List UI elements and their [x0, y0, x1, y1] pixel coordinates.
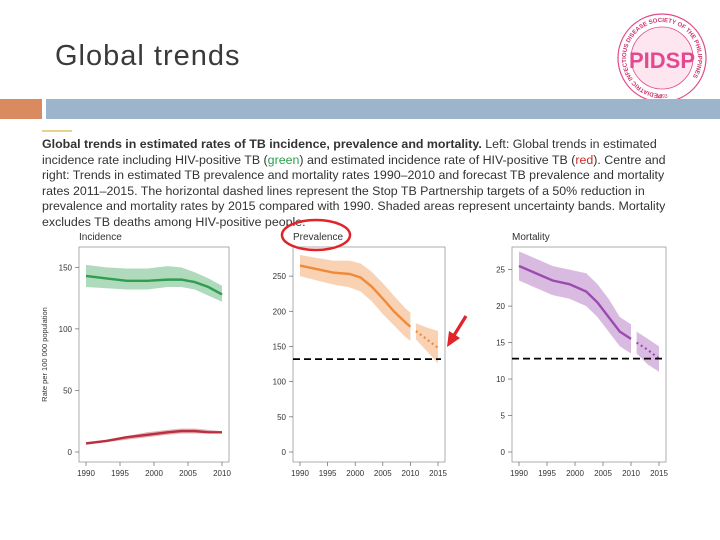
- x-tick-label: 1995: [319, 469, 337, 478]
- y-tick-label: 50: [63, 386, 72, 395]
- chart-title: Prevalence: [293, 232, 343, 243]
- y-tick-label: 20: [496, 302, 505, 311]
- pidsp-logo: PEDIATRIC INFECTIOUS DISEASE SOCIETY OF …: [617, 13, 707, 103]
- forecast-arrow: [447, 315, 468, 347]
- y-tick-label: 100: [59, 325, 73, 334]
- series-line-orange: [299, 264, 412, 328]
- x-tick-label: 2010: [622, 469, 640, 478]
- x-tick-label: 1990: [291, 469, 309, 478]
- y-tick-label: 0: [501, 448, 506, 457]
- x-tick-label: 2005: [179, 469, 197, 478]
- y-tick-label: 0: [68, 448, 73, 457]
- uncertainty-band: [86, 428, 222, 445]
- caption-bold: Global trends in estimated rates of TB i…: [42, 137, 482, 151]
- y-tick-label: 100: [273, 378, 287, 387]
- y-tick-label: 150: [273, 342, 287, 351]
- plot-frame: [292, 246, 446, 463]
- chart-incidence: Incidence 0 50 100 150 1990 1995 2000 2005 2010 Ra…: [40, 232, 231, 478]
- y-tick-label: 150: [59, 263, 73, 272]
- x-tick-label: 2000: [566, 469, 584, 478]
- forecast-band: [636, 331, 659, 372]
- caption-part3: ). Centre and right: Trends in estimated…: [42, 152, 666, 229]
- slide-title: Global trends: [55, 40, 241, 72]
- accent-bar-orange: [0, 99, 42, 119]
- uncertainty-band: [519, 251, 631, 354]
- y-tick-label: 200: [273, 307, 287, 316]
- uncertainty-band: [86, 264, 222, 302]
- x-tick-label: 2005: [594, 469, 612, 478]
- x-tick-label: 2000: [145, 469, 163, 478]
- x-tick-label: 2000: [346, 469, 364, 478]
- chart-title: Incidence: [79, 232, 122, 243]
- uncertainty-band: [300, 255, 411, 341]
- x-tick-label: 1995: [111, 469, 129, 478]
- logo-year: 1993: [656, 94, 667, 100]
- x-tick-label: 1990: [510, 469, 528, 478]
- x-tick-label: 2010: [213, 469, 231, 478]
- caption-green: green: [267, 152, 300, 167]
- chart-mortality: Mortality 0 5 10 15 20 25 1990 1995 2000 2005 2010 2…: [496, 232, 668, 478]
- x-tick-label: 2005: [374, 469, 392, 478]
- series-line-red: [85, 429, 222, 445]
- logo-letters: PIDSP: [629, 48, 695, 73]
- y-tick-label: 0: [282, 448, 287, 457]
- y-tick-label: 5: [501, 412, 506, 421]
- caption-red: red: [575, 152, 594, 167]
- series-line-green: [85, 274, 223, 296]
- chart-title: Mortality: [512, 232, 550, 243]
- x-tick-label: 2010: [402, 469, 420, 478]
- y-tick-label: 15: [496, 339, 505, 348]
- forecast-band: [415, 323, 438, 364]
- series-line-purple: [518, 264, 632, 340]
- y-tick-label: 25: [496, 266, 505, 275]
- y-tick-label: 250: [273, 272, 287, 281]
- accent-line: [42, 130, 72, 132]
- plot-frame: [511, 246, 667, 463]
- y-axis-label: Rate per 100 000 population: [40, 307, 49, 402]
- x-tick-label: 1995: [538, 469, 556, 478]
- caption-part2: ) and estimated incidence rate of HIV-po…: [299, 152, 576, 167]
- prevalence-highlight-circle: [280, 218, 352, 252]
- y-tick-label: 10: [496, 375, 505, 384]
- y-tick-label: 50: [277, 413, 286, 422]
- caption-part1: Left: Global trends in estimated inciden…: [42, 137, 657, 167]
- x-tick-label: 1990: [77, 469, 95, 478]
- x-tick-label: 2015: [429, 469, 447, 478]
- x-tick-label: 2015: [650, 469, 668, 478]
- chart-prevalence: Prevalence 0 50 100 150 200 250 1990 1995 2000 200…: [273, 232, 448, 478]
- accent-bar-blue: [46, 99, 720, 119]
- figure-caption: Global trends in estimated rates of TB i…: [42, 137, 682, 230]
